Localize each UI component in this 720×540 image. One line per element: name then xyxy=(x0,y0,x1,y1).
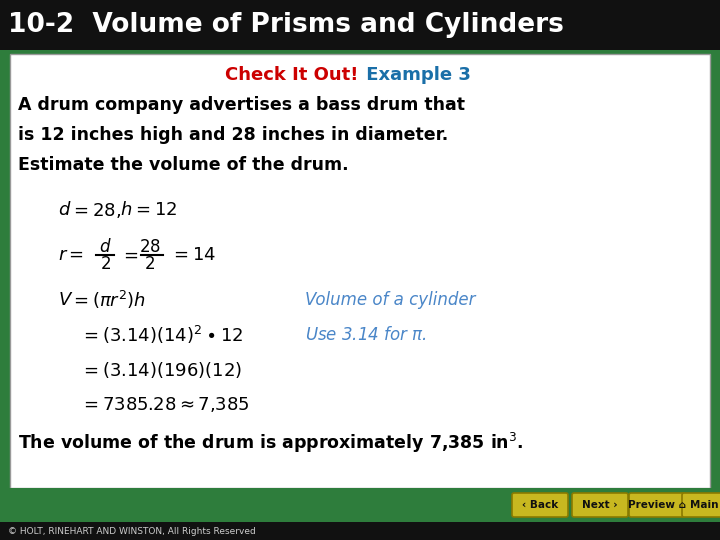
Text: $= 12$: $= 12$ xyxy=(132,201,177,219)
Text: Estimate the volume of the drum.: Estimate the volume of the drum. xyxy=(18,156,348,174)
Text: $= 14$: $= 14$ xyxy=(170,246,216,264)
Text: Preview ⌂: Preview ⌂ xyxy=(628,500,686,510)
FancyBboxPatch shape xyxy=(512,493,568,517)
Text: $= (\pi r^{2})h$: $= (\pi r^{2})h$ xyxy=(70,289,146,311)
FancyBboxPatch shape xyxy=(10,54,710,488)
Text: $2$: $2$ xyxy=(99,255,110,273)
Text: $= 7385.28 \approx 7{,}385$: $= 7385.28 \approx 7{,}385$ xyxy=(80,395,250,415)
Text: $= (3.14)(196)(12)$: $= (3.14)(196)(12)$ xyxy=(80,360,242,380)
Text: $d$: $d$ xyxy=(99,238,112,256)
Text: Check It Out!: Check It Out! xyxy=(225,66,358,84)
Text: A drum company advertises a bass drum that: A drum company advertises a bass drum th… xyxy=(18,96,465,114)
Text: $28$: $28$ xyxy=(139,238,161,256)
Text: $= 28,$: $= 28,$ xyxy=(70,200,121,219)
Text: $=$: $=$ xyxy=(120,246,139,264)
Text: is 12 inches high and 28 inches in diameter.: is 12 inches high and 28 inches in diame… xyxy=(18,126,449,144)
Text: Use 3.14 for $\pi$.: Use 3.14 for $\pi$. xyxy=(305,326,427,344)
FancyBboxPatch shape xyxy=(629,493,685,517)
Text: $2$: $2$ xyxy=(145,255,156,273)
Text: ‹ Back: ‹ Back xyxy=(522,500,558,510)
FancyBboxPatch shape xyxy=(682,493,720,517)
FancyBboxPatch shape xyxy=(572,493,628,517)
Text: $h$: $h$ xyxy=(120,201,132,219)
Text: Volume of a cylinder: Volume of a cylinder xyxy=(305,291,475,309)
Text: Next ›: Next › xyxy=(582,500,618,510)
Text: The volume of the drum is approximately 7,385 in$^{3}$.: The volume of the drum is approximately … xyxy=(18,431,523,455)
Text: Example 3: Example 3 xyxy=(360,66,471,84)
Text: $V$: $V$ xyxy=(58,291,73,309)
Text: $d$: $d$ xyxy=(58,201,71,219)
FancyBboxPatch shape xyxy=(0,488,720,522)
Text: $r =$: $r =$ xyxy=(58,246,84,264)
FancyBboxPatch shape xyxy=(0,0,720,50)
Text: Main ⌂: Main ⌂ xyxy=(690,500,720,510)
Text: 10-2  Volume of Prisms and Cylinders: 10-2 Volume of Prisms and Cylinders xyxy=(8,12,564,38)
Text: $= (3.14)(14)^{2} \bullet 12$: $= (3.14)(14)^{2} \bullet 12$ xyxy=(80,324,243,346)
FancyBboxPatch shape xyxy=(0,522,720,540)
Text: © HOLT, RINEHART AND WINSTON, All Rights Reserved: © HOLT, RINEHART AND WINSTON, All Rights… xyxy=(8,526,256,536)
